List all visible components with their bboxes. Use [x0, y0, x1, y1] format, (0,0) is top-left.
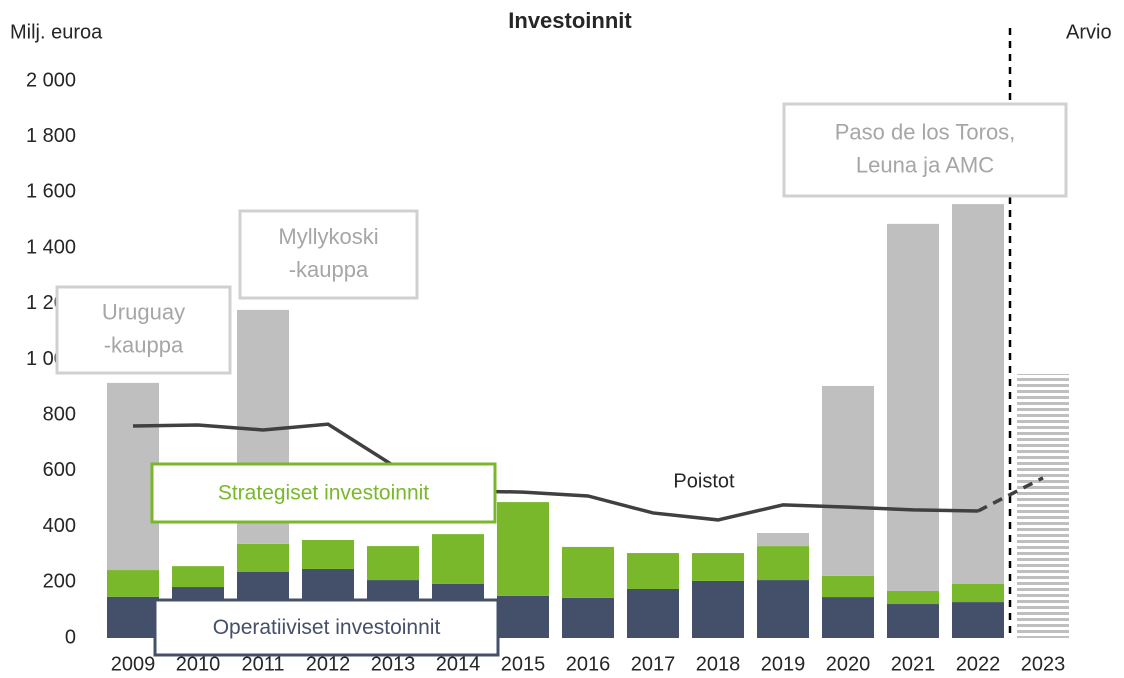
- bar-segment: [692, 580, 744, 638]
- annotation-text: -kauppa: [104, 332, 184, 357]
- x-tick-label: 2014: [436, 653, 481, 675]
- bar-segment: [757, 533, 809, 547]
- x-tick-label: 2013: [371, 653, 416, 675]
- x-tick-label: 2017: [631, 653, 676, 675]
- line-series-estimate: [977, 476, 1044, 513]
- bar-segment: [107, 570, 159, 597]
- bar-segment: [822, 597, 874, 638]
- y-tick-label: 2 000: [26, 69, 76, 91]
- x-tick-label: 2022: [956, 653, 1001, 675]
- y-tick-label: 600: [43, 459, 76, 481]
- annotation-box: [782, 102, 1068, 198]
- legend-label: Strategiset investoinnit: [218, 482, 429, 505]
- y-tick-label: 800: [43, 403, 76, 425]
- x-tick-label: 2020: [826, 653, 871, 675]
- legend-box: [150, 462, 497, 524]
- bar-segment: [237, 543, 289, 572]
- bar-segment: [952, 602, 1004, 638]
- chart-title: Investoinnit: [508, 8, 632, 33]
- bar-segment: [562, 597, 614, 638]
- annotation-text: Uruguay: [102, 299, 185, 324]
- bar-segment: [627, 588, 679, 638]
- bar-segment: [107, 596, 159, 638]
- x-tick-label: 2019: [761, 653, 806, 675]
- x-tick-label: 2023: [1021, 653, 1066, 675]
- x-tick-label: 2012: [306, 653, 351, 675]
- bar-segment: [367, 546, 419, 581]
- x-tick-label: 2015: [501, 653, 546, 675]
- bar-segment: [757, 546, 809, 581]
- line-series: [132, 422, 979, 522]
- bar-segment: [952, 204, 1004, 584]
- bar-segment: [302, 539, 354, 569]
- x-tick-label: 2010: [176, 653, 221, 675]
- bar-segment: [887, 223, 939, 591]
- bar-segment: [692, 553, 744, 581]
- annotation-text: -kauppa: [289, 257, 369, 282]
- x-tick-label: 2016: [566, 653, 611, 675]
- annotation-text: Myllykoski: [278, 224, 378, 249]
- bar-segment: [757, 580, 809, 638]
- bar-segment: [562, 546, 614, 598]
- bar-segment: [822, 575, 874, 598]
- annotation-box: [238, 209, 419, 300]
- bar-segment: [497, 502, 549, 596]
- legend-label: Operatiiviset investoinnit: [213, 616, 441, 639]
- bar-segment: [497, 595, 549, 638]
- bar-segment: [432, 534, 484, 584]
- y-tick-label: 0: [65, 626, 76, 648]
- estimate-label: Arvio: [1066, 21, 1112, 43]
- annotation-text: Paso de los Toros,: [835, 119, 1016, 144]
- y-tick-label: 200: [43, 571, 76, 593]
- line-label: Poistot: [673, 470, 735, 492]
- bar-segment: [952, 583, 1004, 603]
- bar-segment: [1017, 373, 1069, 638]
- y-tick-label: 1 600: [26, 181, 76, 203]
- bar-segment: [887, 590, 939, 605]
- x-tick-label: 2011: [241, 653, 284, 675]
- x-tick-label: 2018: [696, 653, 741, 675]
- annotation-text: Leuna ja AMC: [856, 152, 994, 177]
- legend-box: [153, 598, 500, 657]
- x-tick-label: 2021: [891, 653, 936, 675]
- y-tick-label: 1 400: [26, 236, 76, 258]
- y-tick-label: 400: [43, 515, 76, 537]
- bar-segment: [887, 604, 939, 638]
- annotation-box: [55, 285, 232, 375]
- y-axis-label: Milj. euroa: [10, 21, 103, 43]
- bar-segment: [107, 382, 159, 571]
- x-tick-label: 2009: [111, 653, 156, 675]
- bar-segment: [172, 566, 224, 588]
- bar-segment: [627, 553, 679, 589]
- bar-segment: [822, 385, 874, 576]
- y-tick-label: 1 800: [26, 125, 76, 147]
